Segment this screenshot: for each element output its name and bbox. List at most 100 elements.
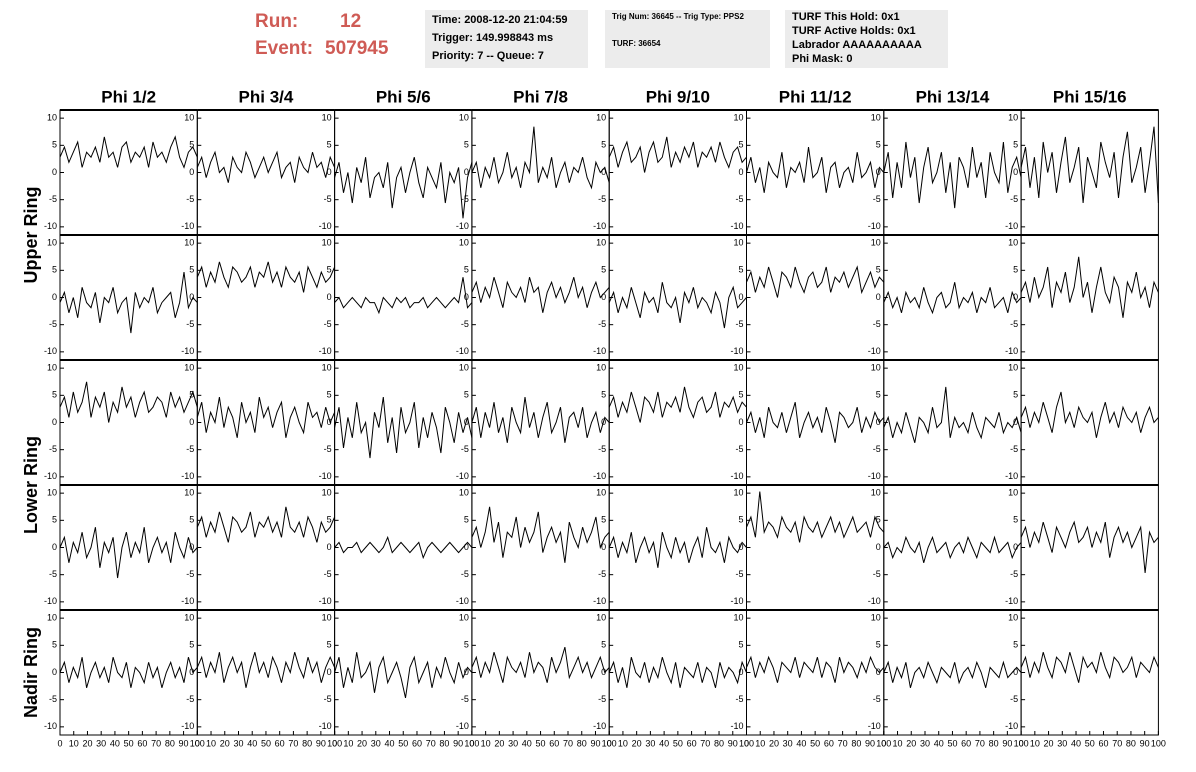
info-box	[425, 10, 588, 68]
row-label: Nadir Ring	[21, 627, 41, 718]
y-tick-label: 10	[871, 363, 881, 373]
x-tick-label: 40	[1071, 738, 1081, 748]
x-tick-label: 20	[220, 738, 230, 748]
info-text: Time: 2008-12-20 21:04:59	[432, 14, 568, 26]
waveform	[608, 282, 747, 329]
y-tick-label: 10	[184, 363, 194, 373]
y-tick-label: 10	[459, 113, 469, 123]
waveform	[471, 646, 610, 683]
y-tick-label: -5	[735, 694, 743, 704]
y-tick-label: 5	[327, 265, 332, 275]
info-text: Phi Mask: 0	[792, 53, 853, 65]
x-tick-label: 50	[1085, 738, 1095, 748]
y-tick-label: 5	[52, 515, 57, 525]
x-tick-label: 20	[357, 738, 367, 748]
y-tick-label: -10	[1005, 471, 1018, 481]
y-tick-label: 5	[738, 265, 743, 275]
panel	[1020, 359, 1159, 486]
panel	[59, 109, 198, 236]
y-tick-label: 5	[601, 265, 606, 275]
y-tick-label: 0	[52, 167, 57, 177]
y-tick-label: -5	[324, 319, 332, 329]
y-tick-label: -5	[324, 444, 332, 454]
waveform	[334, 652, 473, 699]
y-tick-label: 5	[52, 390, 57, 400]
y-tick-label: 10	[322, 613, 332, 623]
y-tick-label: 10	[596, 488, 606, 498]
x-tick-label: 60	[687, 738, 697, 748]
y-tick-label: 0	[464, 542, 469, 552]
panel	[608, 234, 748, 361]
waveform	[196, 506, 336, 543]
y-tick-label: -5	[1010, 319, 1018, 329]
y-tick-label: 10	[459, 238, 469, 248]
run-number: 12	[340, 11, 361, 32]
x-tick-label: 70	[975, 738, 985, 748]
info-text: Labrador AAAAAAAAAA	[792, 39, 922, 51]
x-tick-label: 100	[602, 738, 617, 748]
y-tick-label: 0	[1013, 667, 1018, 677]
y-tick-label: -10	[456, 471, 469, 481]
x-tick-label: 0	[744, 738, 749, 748]
y-tick-label: 5	[327, 140, 332, 150]
y-tick-label: -5	[598, 694, 606, 704]
x-tick-label: 20	[906, 738, 916, 748]
x-tick-label: 30	[1057, 738, 1067, 748]
y-tick-label: 10	[322, 363, 332, 373]
x-tick-label: 0	[469, 738, 474, 748]
panel	[608, 359, 748, 486]
x-tick-label: 80	[989, 738, 999, 748]
y-tick-label: -10	[456, 721, 469, 731]
x-tick-label: 60	[137, 738, 147, 748]
y-tick-label: -5	[1010, 194, 1018, 204]
x-tick-label: 90	[590, 738, 600, 748]
waveform	[1020, 391, 1159, 438]
x-tick-label: 10	[893, 738, 903, 748]
column-title: Phi 1/2	[101, 87, 156, 106]
y-tick-label: -10	[593, 346, 606, 356]
y-tick-label: 10	[596, 113, 606, 123]
x-tick-label: 40	[385, 738, 395, 748]
y-tick-label: -5	[873, 444, 881, 454]
y-tick-label: -10	[456, 596, 469, 606]
y-tick-label: 5	[601, 390, 606, 400]
waveform	[883, 535, 1022, 563]
x-tick-label: 30	[783, 738, 793, 748]
waveform	[59, 657, 198, 688]
y-tick-label: 5	[1013, 515, 1018, 525]
panel	[746, 484, 885, 611]
waveform	[608, 527, 747, 568]
y-tick-label: 5	[1013, 390, 1018, 400]
x-tick-label: 30	[920, 738, 930, 748]
y-tick-label: 0	[189, 292, 194, 302]
y-tick-label: -10	[456, 346, 469, 356]
y-tick-label: 0	[601, 542, 606, 552]
y-tick-label: -10	[1005, 346, 1018, 356]
waveform	[746, 402, 885, 443]
waveform	[471, 506, 610, 563]
y-tick-label: -5	[186, 444, 194, 454]
y-tick-label: 10	[733, 363, 743, 373]
x-tick-label: 0	[607, 738, 612, 748]
y-tick-label: -10	[319, 346, 332, 356]
y-tick-label: -5	[598, 444, 606, 454]
y-tick-label: 0	[876, 667, 881, 677]
y-tick-label: 0	[1013, 167, 1018, 177]
y-tick-label: 0	[52, 292, 57, 302]
y-tick-label: 5	[464, 390, 469, 400]
waveform	[1020, 520, 1159, 573]
x-tick-label: 40	[522, 738, 532, 748]
y-tick-label: 0	[601, 292, 606, 302]
y-tick-label: 0	[464, 167, 469, 177]
y-tick-label: 5	[464, 140, 469, 150]
waveform	[1020, 126, 1159, 204]
x-tick-label: 100	[1014, 738, 1029, 748]
y-tick-label: 0	[189, 417, 194, 427]
y-tick-label: 5	[876, 390, 881, 400]
panel	[608, 109, 748, 236]
info-text: TURF: 36654	[612, 39, 661, 48]
info-text: TURF Active Holds: 0x1	[792, 25, 916, 37]
column-title: Phi 5/6	[376, 87, 431, 106]
y-tick-label: 0	[1013, 292, 1018, 302]
